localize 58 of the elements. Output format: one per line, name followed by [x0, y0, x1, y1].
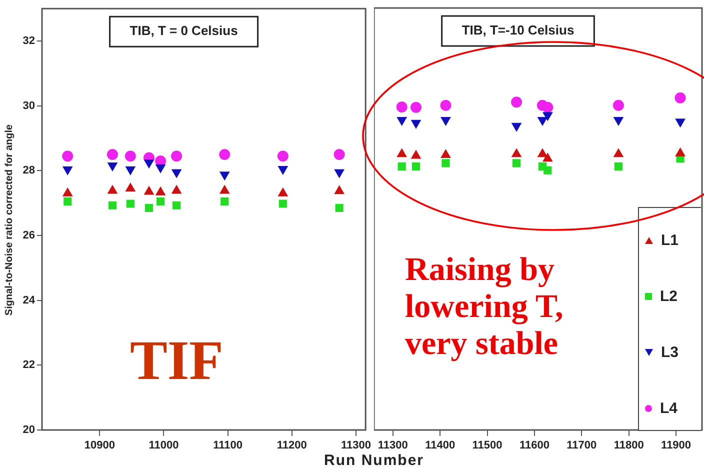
point	[544, 166, 552, 174]
point	[538, 148, 548, 158]
legend-label: L2	[660, 288, 678, 305]
x-tick-label: 11400	[425, 440, 456, 452]
legend-label: L3	[661, 344, 679, 361]
point	[397, 116, 407, 126]
text: TIB, T=-10 Celsius	[462, 22, 574, 38]
x-tick-label: 11300	[378, 440, 408, 452]
y-tick-label: 20	[22, 424, 35, 436]
y-axis-title: Signal-to-Noise ratio corrected for angle	[4, 123, 16, 318]
y-tick-label: 32	[22, 35, 35, 48]
point	[442, 159, 450, 168]
x-tick-label: 11200	[276, 440, 307, 452]
y-tick-label: 22	[22, 359, 35, 372]
point	[440, 100, 452, 111]
x-tick-label: 10900	[84, 440, 115, 452]
point	[542, 102, 554, 113]
point	[612, 100, 624, 111]
x-tick-label: 11300	[340, 440, 371, 452]
point	[512, 122, 522, 132]
point	[675, 148, 686, 156]
x-axis-title: Run Number	[323, 452, 425, 469]
point	[512, 148, 522, 158]
y-tick-label: 28	[22, 164, 35, 177]
point	[614, 148, 624, 158]
point	[411, 120, 421, 128]
point	[440, 116, 451, 126]
point	[412, 162, 420, 170]
x-tick-label: 11800	[614, 440, 644, 452]
point	[396, 102, 408, 113]
x-tick-label: 11000	[148, 440, 179, 452]
legend-label: L1	[661, 232, 679, 249]
y-tick-label: 30	[22, 100, 35, 112]
y-tick-label: 26	[22, 230, 35, 242]
text: TIB, T = 0 Celsius	[130, 23, 238, 38]
y-tick-label: 24	[22, 294, 36, 306]
point	[614, 116, 624, 126]
point	[440, 150, 451, 158]
point	[410, 102, 422, 113]
point	[538, 116, 548, 126]
point	[512, 159, 521, 168]
point	[675, 118, 686, 128]
annotation: Raising by lowering T, very stable	[405, 252, 564, 363]
point	[398, 162, 406, 170]
point	[674, 92, 686, 104]
point	[411, 150, 421, 159]
x-tick-label: 11600	[519, 440, 550, 452]
point	[397, 148, 407, 158]
x-tick-label: 11900	[661, 440, 692, 452]
x-tick-label: 11100	[213, 440, 243, 452]
point	[614, 162, 622, 170]
point	[542, 112, 553, 121]
x-tick-label: 11500	[472, 440, 502, 452]
annotation: TIF	[130, 330, 224, 393]
point	[511, 96, 522, 108]
point	[542, 153, 553, 162]
legend-label: L4	[660, 400, 678, 417]
x-tick-label: 11700	[566, 440, 597, 452]
